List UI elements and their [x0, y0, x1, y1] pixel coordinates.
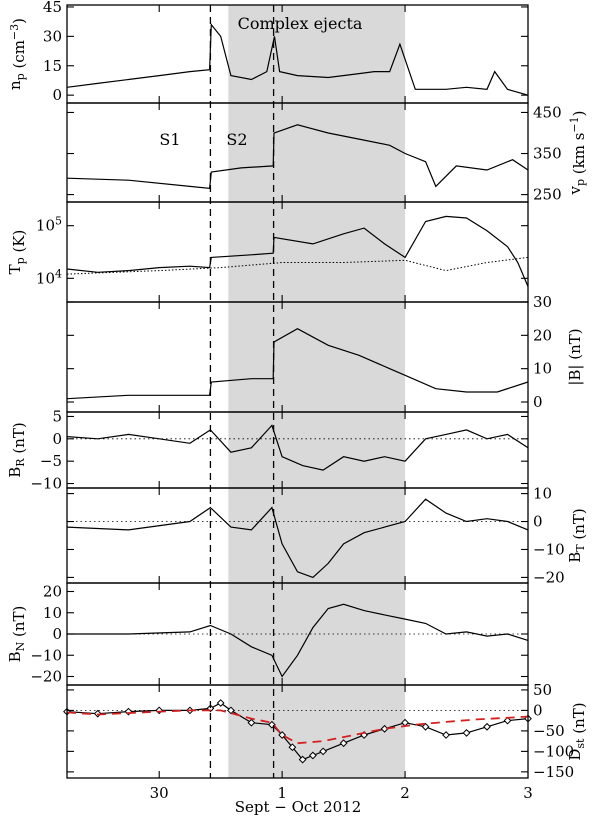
Dst-point-9 [267, 720, 276, 729]
BT-series-0 [66, 498, 529, 579]
y-tick-label: 30 [533, 293, 552, 311]
panel-BT: −20 −10 0 10 BT (nT) [66, 485, 588, 586]
np-series-0 [66, 22, 529, 96]
y-axis-label-vp: vp (km s−1) [566, 110, 588, 195]
y-tick-label: 45 [43, 0, 62, 16]
y-tick-label: 0 [52, 625, 62, 643]
Dst-point-21 [462, 729, 471, 737]
y-tick-label: −10 [533, 540, 565, 558]
shock-label-s1: S1 [159, 130, 180, 149]
y-axis-label-BR: BR (nT) [6, 422, 28, 477]
panel-Dst: −150 −100 −50 0 50 Dst (nT) [63, 681, 588, 781]
y-tick-label: −20 [533, 568, 565, 586]
y-tick-label: 20 [43, 583, 62, 601]
panel-frame [66, 684, 529, 779]
y-axis-label-Dst: Dst (nT) [566, 702, 588, 760]
y-tick-label: 0 [52, 430, 62, 448]
y-axis-label-BN: BN (nT) [6, 606, 28, 663]
y-tick-label: 10 [533, 485, 552, 503]
Dst-point-8 [247, 718, 256, 727]
complex-ejecta-band [228, 5, 406, 778]
Tp-series-0 [66, 215, 529, 287]
y-tick-label: 250 [533, 186, 562, 204]
y-tick-label: 10 [43, 604, 62, 622]
Dst-point-15 [339, 739, 348, 748]
y-tick-label: 0 [533, 513, 543, 531]
Dst-point-12 [298, 755, 307, 764]
BN-series-0 [67, 603, 529, 678]
y-tick-label: 0 [533, 393, 543, 411]
y-tick-label: −5 [40, 452, 62, 470]
x-tick-label: 30 [150, 784, 169, 802]
Dst-point-6 [216, 699, 225, 707]
x-tick-label: 1 [277, 784, 287, 802]
panel-Tp: 104 105 Tp (K) [6, 201, 529, 303]
Dst-point-13 [308, 751, 317, 760]
y-tick-label: 450 [533, 103, 562, 121]
y-axis-label-Tp: Tp (K) [6, 230, 28, 275]
y-tick-label: −150 [533, 763, 574, 781]
Dst-point-14 [319, 747, 328, 756]
y-tick-label: 30 [43, 27, 62, 45]
y-tick-label: 50 [533, 681, 552, 699]
y-tick-label: 10 [533, 360, 552, 378]
y-tick-label: −20 [30, 668, 62, 686]
Dst-point-3 [155, 706, 164, 715]
panel-BN: −20 −10 0 10 20 BN (nT) [6, 582, 529, 686]
x-tick-label: 2 [400, 784, 410, 802]
y-axis-label-BT: BT (nT) [566, 508, 588, 563]
shock-markers [209, 5, 275, 778]
y-tick-label: 105 [36, 215, 62, 235]
Dst-series-1 [66, 709, 529, 745]
Dst-point-19 [421, 722, 430, 731]
Dst-point-2 [124, 707, 133, 716]
x-axis-title: Sept − Oct 2012 [235, 798, 362, 816]
y-tick-label: 0 [533, 701, 543, 719]
Dst-point-20 [442, 731, 450, 739]
y-axis-label-np: np (cm−3) [6, 18, 28, 90]
vp-series-0 [66, 124, 529, 190]
B-series-0 [66, 328, 529, 400]
y-tick-label: 5 [52, 407, 62, 425]
complex-ejecta-shading [228, 5, 406, 778]
panel-BR: −10 −5 0 5 BR (nT) [6, 407, 529, 493]
Dst-point-23 [503, 716, 512, 725]
complex-ejecta-label: Complex ejecta [238, 14, 363, 33]
y-tick-label: 20 [533, 326, 552, 344]
y-tick-label: 104 [36, 267, 62, 287]
Tp-series-1 [66, 256, 529, 275]
y-tick-label: −50 [533, 722, 565, 740]
y-tick-label: 15 [43, 57, 62, 75]
x-tick-label: 3 [523, 784, 533, 802]
shock-label-s2: S2 [226, 130, 247, 149]
Dst-point-10 [278, 731, 287, 739]
y-axis-label-B: |B| (nT) [566, 328, 584, 385]
y-tick-label: −100 [533, 742, 574, 760]
y-tick-label: 0 [52, 86, 62, 104]
Dst-point-7 [227, 706, 235, 715]
y-tick-label: −10 [30, 475, 62, 493]
y-tick-label: 350 [533, 145, 562, 163]
BR-series-0 [66, 424, 529, 471]
y-tick-label: −10 [30, 646, 62, 664]
Dst-point-22 [483, 722, 491, 731]
Dst-point-11 [288, 743, 297, 752]
